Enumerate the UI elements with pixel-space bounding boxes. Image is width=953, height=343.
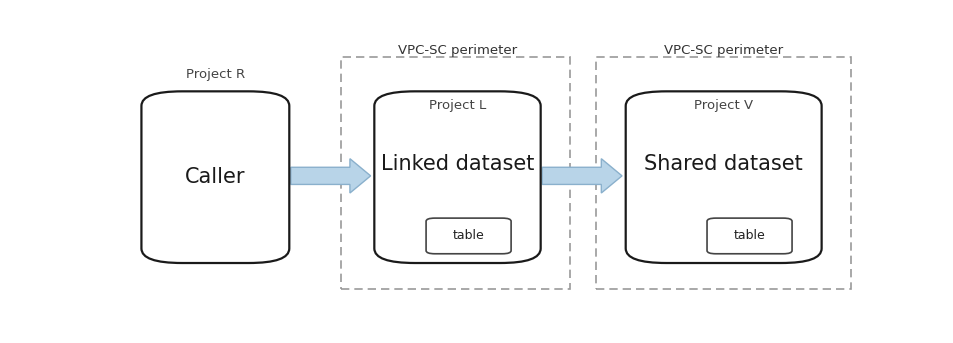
Text: VPC-SC perimeter: VPC-SC perimeter [398,44,517,57]
Text: VPC-SC perimeter: VPC-SC perimeter [664,44,782,57]
FancyBboxPatch shape [141,91,289,263]
Text: Project R: Project R [186,68,245,81]
Text: Project L: Project L [429,99,486,113]
Text: Linked dataset: Linked dataset [380,154,534,174]
FancyBboxPatch shape [374,91,540,263]
Text: Project V: Project V [694,99,753,113]
Polygon shape [291,159,370,193]
FancyBboxPatch shape [706,218,791,254]
Text: Caller: Caller [185,167,245,187]
FancyBboxPatch shape [426,218,511,254]
Text: table: table [733,229,764,243]
FancyBboxPatch shape [625,91,821,263]
Text: table: table [453,229,484,243]
Polygon shape [541,159,621,193]
Text: Shared dataset: Shared dataset [643,154,802,174]
